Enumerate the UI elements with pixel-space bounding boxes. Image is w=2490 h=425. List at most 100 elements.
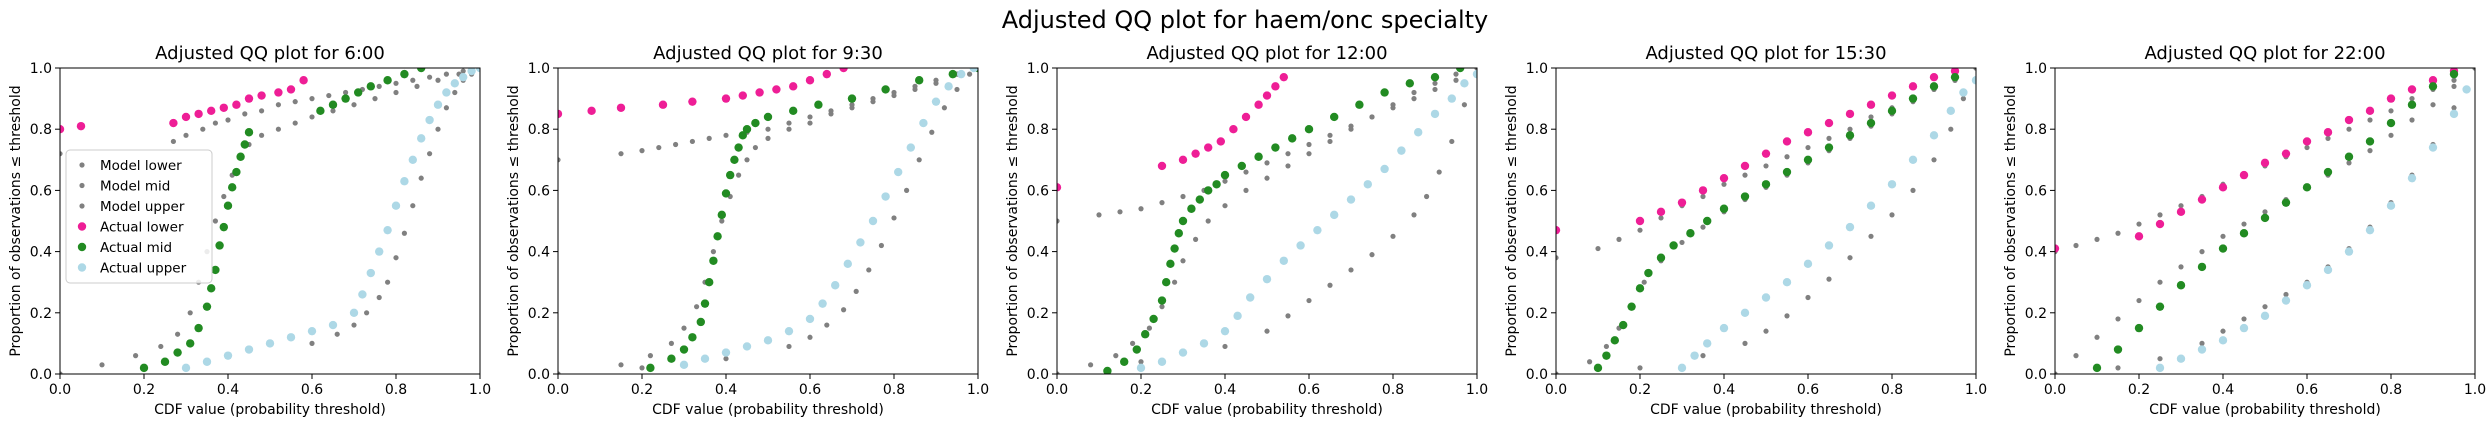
- legend-label: Model lower: [100, 158, 182, 174]
- model-mid-point: [259, 132, 265, 138]
- actual-lower-point: [2302, 137, 2312, 146]
- model-mid-point: [1432, 80, 1438, 86]
- y-tick-label: 0.8: [30, 122, 52, 138]
- y-tick-label: 0.0: [2025, 367, 2047, 383]
- actual-mid-point: [1170, 244, 1179, 253]
- model-lower-point: [1453, 77, 1459, 83]
- model-upper-point: [1449, 138, 1455, 145]
- actual-mid-point: [2302, 183, 2312, 192]
- data-layer: [60, 68, 480, 374]
- actual-lower-point: [805, 76, 815, 85]
- legend-marker: [77, 263, 87, 272]
- model-mid-point: [849, 105, 855, 111]
- model-mid-point: [158, 343, 164, 350]
- actual-mid-point: [2449, 69, 2459, 79]
- model-lower-point: [242, 111, 248, 117]
- actual-lower-point: [1908, 82, 1918, 91]
- legend-label: Actual upper: [100, 261, 187, 277]
- x-tick-label: 0.8: [2380, 382, 2402, 398]
- actual-lower-point: [616, 103, 626, 112]
- actual-upper-point: [383, 225, 392, 235]
- model-lower-point: [1784, 154, 1790, 160]
- model-lower-point: [393, 80, 399, 86]
- actual-upper-point: [931, 97, 941, 106]
- x-tick-label: 0.6: [2296, 382, 2318, 398]
- actual-mid-point: [366, 82, 375, 91]
- actual-upper-point: [1262, 274, 1272, 284]
- x-tick-label: 0.4: [217, 382, 239, 398]
- actual-mid-point: [738, 131, 747, 140]
- actual-upper-point: [1220, 326, 1230, 336]
- actual-mid-point: [194, 323, 203, 333]
- y-tick-label: 1.0: [1027, 61, 1049, 77]
- panel-title: Adjusted QQ plot for 22:00: [2144, 43, 2385, 64]
- actual-lower-point: [286, 85, 296, 94]
- model-mid-point: [736, 172, 742, 178]
- y-axis-label: Proportion of observations ≤ threshold: [2003, 85, 2019, 356]
- actual-upper-point: [2176, 354, 2186, 363]
- actual-lower-point: [1845, 109, 1855, 119]
- actual-upper-point: [1447, 94, 1457, 103]
- legend-marker: [77, 242, 87, 252]
- actual-mid-point: [1330, 112, 1339, 122]
- actual-mid-point: [726, 170, 735, 180]
- actual-upper-point: [721, 348, 731, 357]
- actual-lower-point: [207, 106, 216, 116]
- actual-upper-point: [2462, 85, 2471, 94]
- qq-panel-3: Adjusted QQ plot for 15:30 0.0 0.2 0.4 0.6 0.…: [1504, 43, 1987, 418]
- actual-lower-point: [822, 69, 831, 79]
- model-upper-point: [1784, 313, 1790, 319]
- y-axis-label: Proportion of observations ≤ threshold: [1504, 85, 1520, 356]
- model-upper-point: [2472, 68, 2475, 71]
- actual-lower-point: [558, 109, 563, 119]
- actual-upper-point: [433, 100, 443, 109]
- model-upper-point: [2115, 365, 2121, 371]
- x-tick-label: 0.6: [1298, 382, 1320, 398]
- actual-mid-point: [667, 354, 676, 363]
- model-lower-point: [1700, 193, 1706, 200]
- model-mid-point: [1587, 359, 1593, 365]
- model-upper-point: [334, 331, 340, 337]
- actual-upper-point: [944, 82, 953, 91]
- model-lower-point: [706, 135, 712, 141]
- actual-lower-point: [219, 103, 228, 112]
- model-mid-point: [719, 218, 725, 224]
- actual-mid-point: [1132, 345, 1142, 354]
- model-mid-point: [187, 310, 193, 316]
- panel-title: Adjusted QQ plot for 15:30: [1645, 43, 1886, 64]
- actual-upper-point: [818, 299, 827, 308]
- model-upper-point: [853, 288, 859, 294]
- model-upper-point: [723, 356, 729, 362]
- model-lower-point: [2304, 144, 2310, 151]
- model-lower-point: [2178, 203, 2184, 209]
- model-upper-point: [1742, 340, 1748, 346]
- x-tick-label: 1.0: [1466, 382, 1488, 398]
- actual-mid-point: [1619, 320, 1628, 330]
- model-upper-point: [1889, 212, 1895, 218]
- model-lower-point: [2094, 236, 2100, 242]
- actual-upper-point: [2386, 201, 2396, 210]
- data-layer: [1057, 68, 1477, 374]
- y-axis-label: Proportion of observations ≤ threshold: [1005, 85, 1021, 356]
- actual-lower-point: [60, 125, 65, 134]
- x-tick-label: 0.6: [1797, 382, 1819, 398]
- actual-mid-point: [1288, 134, 1297, 143]
- model-lower-point: [1721, 181, 1727, 187]
- actual-lower-point: [721, 94, 731, 103]
- actual-lower-point: [2218, 183, 2228, 192]
- model-lower-point: [292, 99, 298, 105]
- model-mid-point: [891, 92, 897, 99]
- actual-mid-point: [1430, 72, 1440, 82]
- actual-upper-point: [1380, 164, 1389, 174]
- actual-mid-point: [713, 232, 722, 241]
- x-tick-label: 0.4: [1214, 382, 1236, 398]
- y-tick-label: 1.0: [1526, 61, 1548, 77]
- model-mid-point: [1113, 353, 1119, 359]
- actual-lower-point: [1887, 91, 1897, 100]
- model-mid-point: [744, 157, 750, 163]
- actual-upper-point: [223, 351, 233, 360]
- actual-upper-point: [1946, 106, 1956, 116]
- model-mid-point: [647, 353, 654, 359]
- actual-mid-point: [709, 256, 718, 265]
- model-upper-point: [807, 334, 813, 340]
